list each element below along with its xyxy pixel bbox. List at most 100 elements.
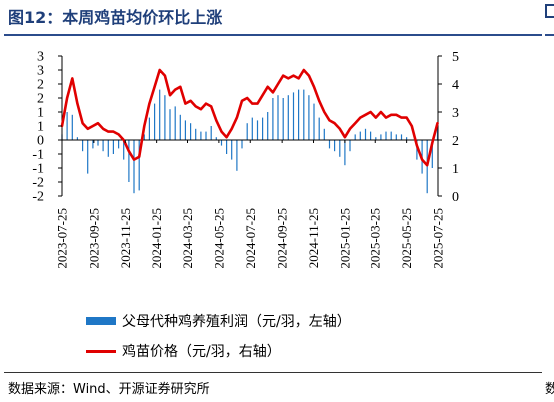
profit-bar <box>349 140 351 152</box>
profit-bar <box>97 140 99 146</box>
right-axis-ticks: 0 1 2 3 4 5 <box>438 50 459 205</box>
chart-title: 图12：本周鸡苗均价环比上涨 <box>8 8 223 27</box>
left-tick-label: 1 <box>37 106 44 121</box>
profit-bar <box>231 140 233 160</box>
profit-bar <box>82 140 84 152</box>
left-tick-label: 2 <box>37 92 44 107</box>
profit-bar <box>205 131 207 140</box>
profit-bar <box>118 140 120 149</box>
profit-bar <box>267 112 269 140</box>
profit-bars <box>61 89 439 194</box>
x-tick-label: 2023-07-25 <box>55 208 70 269</box>
x-tick-label: 2024-07-25 <box>243 208 258 269</box>
profit-bar <box>303 89 305 140</box>
profit-bar <box>287 95 289 140</box>
x-tick-label: 2024-05-25 <box>211 208 226 269</box>
legend-line-swatch <box>86 349 116 353</box>
profit-bar <box>292 92 295 140</box>
left-tick-label: 1 <box>37 120 44 135</box>
profit-bar <box>226 140 228 154</box>
legend-item-profit: 父母代种鸡养殖利润（元/羽，左轴） <box>86 311 351 331</box>
profit-bar <box>195 128 197 140</box>
profit-bar <box>112 140 114 154</box>
profit-bar <box>298 89 300 140</box>
profit-bar <box>148 117 150 140</box>
left-tick-label: 3 <box>37 64 44 79</box>
x-tick-label: 2024-01-25 <box>149 208 164 269</box>
profit-bar <box>406 137 408 140</box>
title-divider <box>4 34 542 36</box>
profit-bar <box>87 140 89 174</box>
profit-bar <box>143 134 145 140</box>
profit-bar <box>318 117 320 140</box>
right-tick-label: 2 <box>452 134 459 149</box>
profit-bar <box>323 128 325 140</box>
profit-bar <box>282 98 284 140</box>
legend-label-profit: 父母代种鸡养殖利润（元/羽，左轴） <box>122 314 351 330</box>
left-tick-label: 2 <box>37 78 44 93</box>
x-tick-label: 2024-03-25 <box>180 208 195 269</box>
profit-bar <box>241 140 243 149</box>
right-tick-label: 0 <box>452 190 459 205</box>
x-tick-label: 2025-01-25 <box>337 208 352 269</box>
profit-bar <box>262 117 264 140</box>
profit-bar <box>251 117 253 140</box>
profit-bar <box>313 103 315 140</box>
left-tick-label: -2 <box>32 190 44 205</box>
next-chart-title-divider <box>545 34 554 36</box>
profit-bar <box>375 137 377 140</box>
profit-bar <box>154 103 156 140</box>
profit-bar <box>370 131 372 140</box>
profit-bar <box>334 140 336 152</box>
profit-bar <box>159 89 161 140</box>
profit-bar <box>190 123 192 140</box>
profit-bar <box>236 140 238 171</box>
next-chart-source-stub: 数 <box>545 382 554 397</box>
x-axis-ticks: 2023-07-25 2023-09-25 2023-11-25 2024-01-25… <box>55 140 446 269</box>
x-tick-label: 2025-03-25 <box>368 208 383 269</box>
source-divider <box>4 372 542 373</box>
profit-bar <box>390 131 392 140</box>
right-tick-label: 1 <box>452 162 459 177</box>
profit-bar <box>66 112 68 140</box>
price-series-line <box>60 68 439 167</box>
profit-bar <box>138 140 140 191</box>
legend-label-price: 鸡苗价格（元/羽，右轴） <box>122 344 281 360</box>
profit-bar <box>107 140 109 157</box>
profit-bar <box>76 137 78 140</box>
profit-bar <box>200 131 202 140</box>
profit-bar <box>92 140 94 149</box>
profit-bar <box>246 123 248 140</box>
right-tick-label: 5 <box>452 50 459 65</box>
profit-bar <box>123 140 125 160</box>
next-chart-title-stub <box>545 4 554 18</box>
profit-bar <box>359 131 361 140</box>
left-tick-label: -2 <box>32 176 44 191</box>
profit-bar <box>277 95 279 140</box>
profit-bar <box>416 140 418 160</box>
x-tick-label: 2025-07-25 <box>431 208 446 269</box>
left-tick-label: 0 <box>37 134 44 149</box>
profit-bar <box>256 120 259 140</box>
profit-bar <box>400 134 403 140</box>
profit-bar <box>184 120 186 140</box>
profit-bar <box>385 131 387 140</box>
profit-bar <box>164 95 166 140</box>
legend-bar-swatch <box>86 317 116 325</box>
x-tick-label: 2024-09-25 <box>275 208 290 269</box>
right-tick-label: 3 <box>452 106 459 121</box>
legend-item-price: 鸡苗价格（元/羽，右轴） <box>86 341 281 361</box>
profit-bar <box>215 137 217 140</box>
left-tick-label: -1 <box>32 162 44 177</box>
x-tick-label: 2023-09-25 <box>86 208 101 269</box>
profit-bar <box>354 134 356 140</box>
x-tick-label: 2023-11-25 <box>118 208 133 268</box>
profit-bar <box>169 109 171 140</box>
profit-bar <box>179 114 181 140</box>
price-line <box>60 68 439 167</box>
profit-bar <box>339 140 341 157</box>
profit-bar <box>210 126 212 140</box>
chart-axes <box>61 56 439 196</box>
